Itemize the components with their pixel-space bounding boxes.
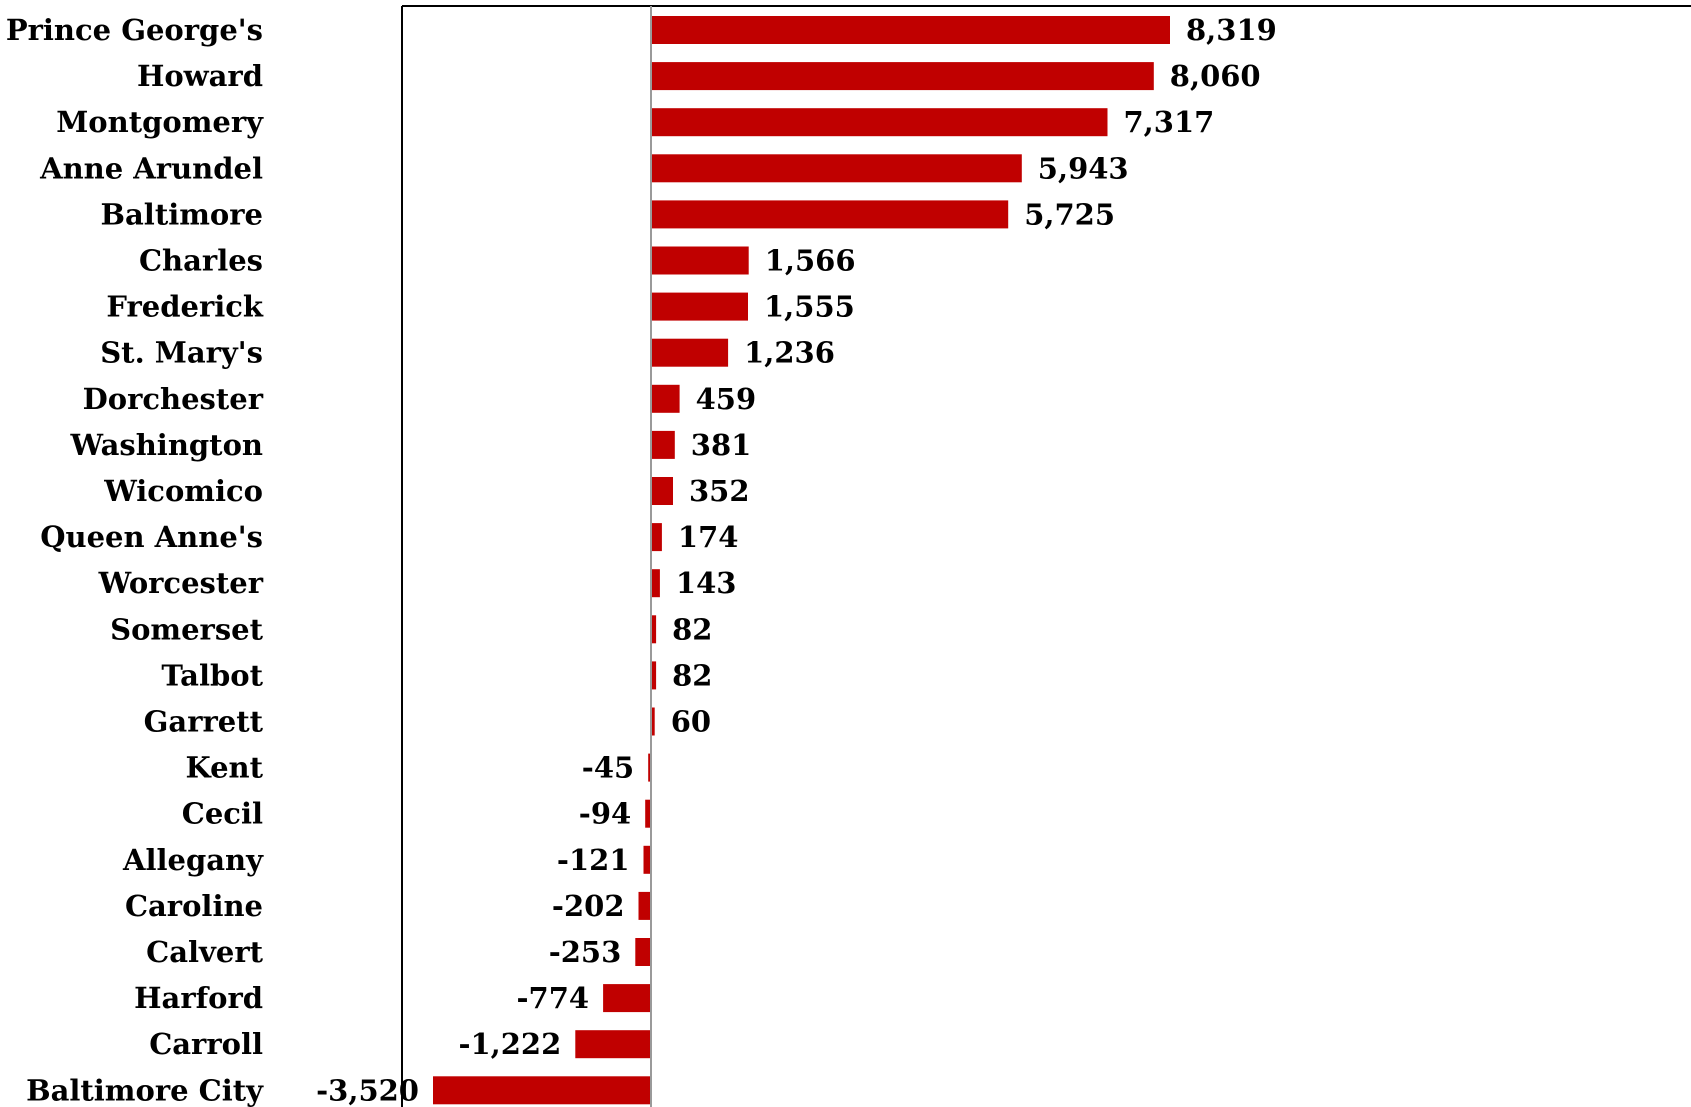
data-label: 459 — [696, 382, 757, 416]
category-label: Allegany — [122, 843, 264, 877]
category-label: Frederick — [106, 290, 263, 324]
category-label: Garrett — [144, 705, 264, 739]
bar — [651, 707, 655, 736]
data-label: 7,317 — [1124, 105, 1215, 139]
category-label: Calvert — [146, 935, 263, 969]
data-label: 1,555 — [764, 290, 855, 324]
bar — [575, 1030, 651, 1059]
data-label: 174 — [678, 520, 739, 554]
bar — [651, 661, 657, 690]
category-label: Caroline — [125, 889, 263, 923]
bar — [651, 108, 1108, 137]
bar — [651, 430, 675, 459]
bar — [651, 154, 1022, 183]
category-label: Queen Anne's — [40, 520, 263, 554]
bar — [651, 62, 1154, 91]
category-label: Dorchester — [83, 382, 264, 416]
bar — [651, 569, 660, 598]
category-label: Talbot — [161, 658, 263, 692]
category-label: Charles — [139, 244, 263, 278]
bar — [651, 16, 1170, 44]
data-labels: 8,319 8,060 7,317 5,943 5,725 1,566 1,555 1,236… — [316, 13, 1277, 1107]
data-label: -1,222 — [458, 1027, 561, 1061]
category-label: Prince George's — [6, 13, 263, 47]
bar — [651, 477, 673, 505]
data-label: -774 — [517, 981, 590, 1015]
bar — [651, 615, 657, 644]
data-label: -202 — [552, 889, 625, 923]
category-label: Worcester — [98, 566, 264, 600]
category-label: Baltimore — [101, 197, 264, 231]
category-label: Wicomico — [103, 474, 263, 508]
data-label: 352 — [689, 474, 750, 508]
category-label: Carroll — [149, 1027, 263, 1061]
data-label: 381 — [691, 428, 752, 462]
data-label: 60 — [671, 705, 711, 739]
bar — [603, 984, 651, 1013]
data-label: 5,725 — [1024, 197, 1115, 231]
bar — [651, 246, 749, 275]
data-label: -45 — [582, 751, 634, 785]
data-label: 143 — [676, 566, 737, 600]
bar — [651, 200, 1009, 229]
bar — [651, 292, 748, 321]
bar — [651, 523, 662, 552]
category-label: Anne Arundel — [39, 151, 263, 185]
data-label: 1,566 — [765, 244, 856, 278]
bar — [645, 799, 651, 828]
data-label: 1,236 — [744, 336, 835, 370]
category-label: St. Mary's — [100, 336, 263, 370]
bar — [643, 845, 651, 874]
bar — [433, 1076, 651, 1105]
data-label: -3,520 — [316, 1073, 419, 1107]
category-label: Kent — [186, 751, 264, 785]
bar — [638, 891, 651, 920]
bar — [651, 338, 729, 367]
category-label: Montgomery — [56, 105, 264, 139]
bar — [648, 753, 651, 782]
data-label: 8,060 — [1170, 59, 1261, 93]
category-label: Washington — [70, 428, 263, 462]
category-label: Baltimore City — [26, 1073, 264, 1107]
data-label: 8,319 — [1186, 13, 1277, 47]
data-label: 82 — [672, 658, 712, 692]
bar — [635, 938, 651, 966]
data-label: -121 — [557, 843, 630, 877]
bar-series — [433, 16, 1170, 1105]
data-label: -253 — [549, 935, 622, 969]
data-label: -94 — [579, 797, 631, 831]
category-label: Cecil — [182, 797, 263, 831]
category-label: Howard — [137, 59, 263, 93]
data-label: 82 — [672, 612, 712, 646]
bar — [651, 384, 680, 413]
category-label: Somerset — [110, 612, 263, 646]
category-label: Harford — [134, 981, 263, 1015]
category-labels: Prince George's Howard Montgomery Anne Arun… — [6, 13, 264, 1107]
data-label: 5,943 — [1038, 151, 1129, 185]
